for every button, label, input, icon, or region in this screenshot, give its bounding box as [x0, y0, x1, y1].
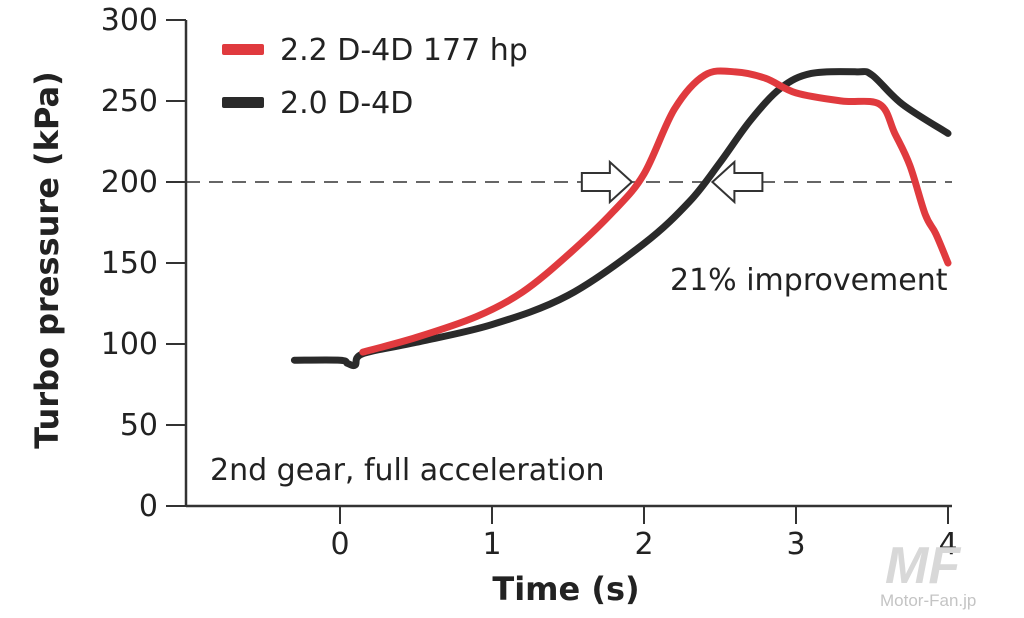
legend: 2.2 D-4D 177 hp 2.0 D-4D — [222, 33, 528, 121]
x-axis-title: Time (s) — [492, 570, 639, 608]
legend-label-2-0-d4d: 2.0 D-4D — [280, 86, 413, 121]
arrow-left — [710, 159, 764, 205]
x-ticks: 0 1 2 3 4 — [330, 506, 958, 562]
motor-fan-logo: MF — [885, 537, 961, 595]
arrow-group — [580, 159, 764, 205]
x-tick-label: 0 — [330, 527, 349, 562]
y-tick-label: 100 — [101, 327, 158, 362]
x-tick-label: 2 — [634, 527, 653, 562]
y-tick-label: 250 — [101, 84, 158, 119]
series-line-2-0-d4d — [290, 68, 952, 370]
y-tick-label: 50 — [120, 408, 158, 443]
annotation-improvement: 21% improvement — [670, 263, 948, 298]
x-tick-label: 3 — [786, 527, 805, 562]
y-tick-label: 200 — [101, 165, 158, 200]
y-tick-label: 150 — [101, 246, 158, 281]
legend-swatch-red — [222, 44, 264, 55]
series-line-2-2-d4d — [359, 67, 952, 356]
x-tick-label: 1 — [482, 527, 501, 562]
x-tick-label: 4 — [938, 527, 957, 562]
series-group — [290, 67, 952, 370]
y-axis-title: Turbo pressure (kPa) — [28, 71, 66, 449]
arrow-right — [580, 159, 634, 205]
y-tick-label: 0 — [139, 489, 158, 524]
motor-fan-site-text: Motor-Fan.jp — [880, 591, 976, 610]
y-ticks: 0 50 100 150 200 250 300 — [101, 3, 186, 524]
y-tick-label: 300 — [101, 3, 158, 38]
legend-label-2-2-d4d: 2.2 D-4D 177 hp — [280, 33, 528, 68]
legend-swatch-black — [222, 97, 264, 108]
annotation-gear: 2nd gear, full acceleration — [210, 453, 605, 488]
motor-fan-watermark: MF Motor-Fan.jp — [880, 537, 976, 610]
